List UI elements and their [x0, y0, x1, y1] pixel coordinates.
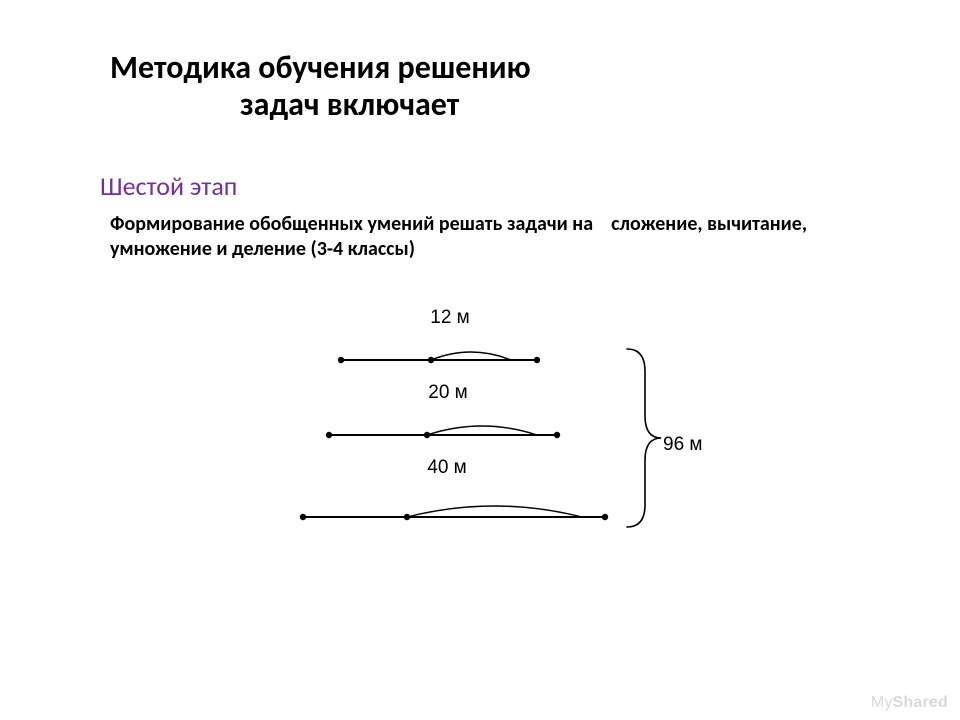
- title-line-2: задач включает: [110, 87, 880, 124]
- watermark-my: My: [871, 694, 893, 711]
- segment-endpoint: [534, 357, 540, 363]
- curly-brace: [627, 349, 661, 527]
- segment-endpoint: [300, 514, 306, 520]
- title-line-1: Методика обучения решению: [110, 50, 880, 87]
- segment-endpoint: [326, 432, 332, 438]
- segment-label: 20 м: [428, 382, 467, 403]
- segment-endpoint: [404, 514, 410, 520]
- segment-endpoint: [428, 357, 434, 363]
- watermark: MyShared: [871, 694, 948, 712]
- segment-endpoint: [554, 432, 560, 438]
- segment-arc: [427, 426, 537, 435]
- segment-endpoint: [602, 514, 608, 520]
- segment-arc: [431, 352, 511, 360]
- segment-diagram: 12 м 20 м 40 м 96 м: [255, 305, 775, 565]
- segment-label: 12 м: [430, 307, 469, 328]
- total-label: 96 м: [663, 434, 702, 455]
- segment-endpoint: [424, 432, 430, 438]
- segment-label: 40 м: [427, 457, 466, 478]
- slide: Методика обучения решению задач включает…: [0, 0, 960, 720]
- segment-arc: [407, 506, 582, 517]
- segment-endpoint: [338, 357, 344, 363]
- body-paragraph: Формирование обобщенных умений решать за…: [110, 212, 880, 262]
- watermark-shared: Shared: [893, 694, 948, 711]
- stage-subtitle: Шестой этап: [100, 170, 880, 202]
- slide-title: Методика обучения решению задач включает: [110, 50, 880, 124]
